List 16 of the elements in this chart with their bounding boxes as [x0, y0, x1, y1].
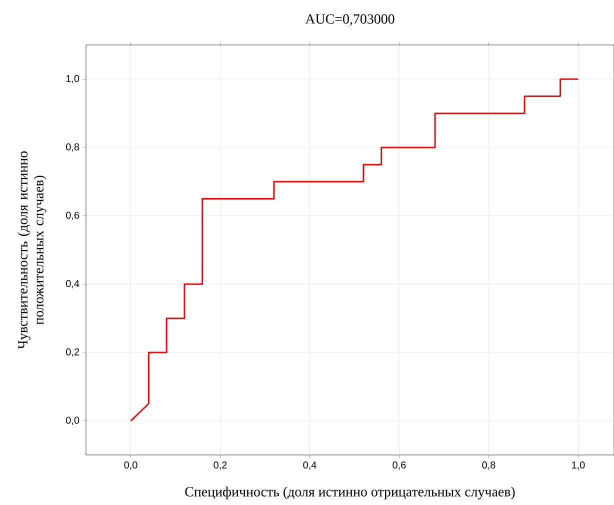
x-tick-label: 1,0	[572, 461, 585, 470]
x-tick-label: 0,4	[303, 461, 316, 470]
line-series	[130, 78, 579, 422]
y-tick-label: 0,0	[66, 416, 80, 425]
y-tick-label: 0,6	[66, 212, 80, 220]
y-axis-title: Чувствительность (доля истинно положительных случаев)	[18, 151, 46, 349]
y-tick-label: 0,4	[66, 280, 80, 288]
y-tick-label: 1,0	[66, 75, 80, 84]
x-tick-label: 0,0	[124, 461, 138, 470]
chart-title: AUC=0,703000	[305, 14, 394, 26]
x-tick-label: 0,6	[392, 461, 406, 470]
x-axis-title: Специфичность (доля истинно отрицательных случаев)	[185, 486, 515, 500]
y-tick-label: 0,2	[66, 348, 80, 357]
x-tick-label: 0,2	[214, 461, 227, 470]
x-tick-label: 0,8	[482, 461, 496, 470]
y-tick-label: 0,8	[66, 143, 80, 152]
